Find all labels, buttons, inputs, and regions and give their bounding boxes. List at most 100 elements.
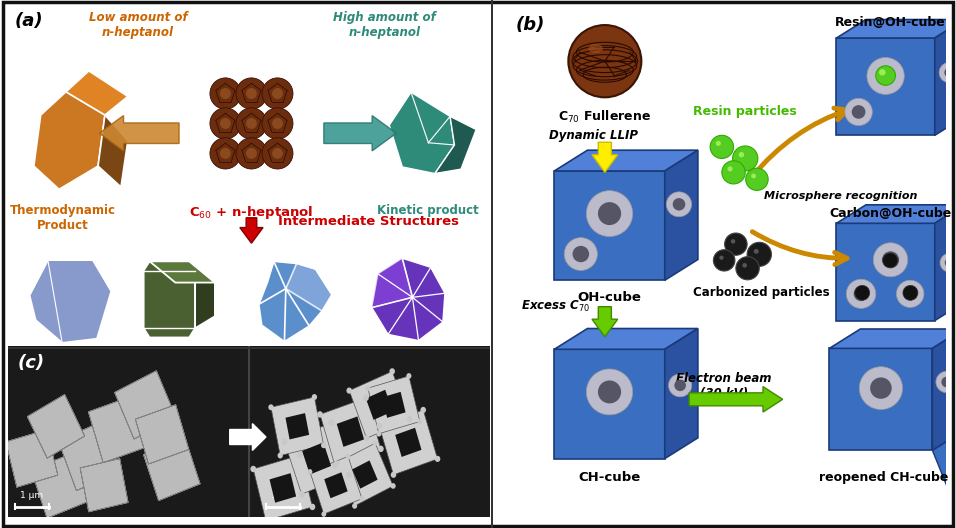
Circle shape: [728, 166, 732, 172]
Polygon shape: [352, 460, 378, 488]
Circle shape: [321, 512, 326, 517]
Polygon shape: [836, 223, 935, 320]
Polygon shape: [271, 397, 324, 456]
Circle shape: [668, 374, 692, 397]
Circle shape: [272, 88, 283, 99]
Circle shape: [312, 394, 317, 400]
Circle shape: [569, 25, 641, 97]
Text: Electron beam
(30 kV): Electron beam (30 kV): [677, 372, 771, 400]
Circle shape: [335, 460, 339, 466]
Circle shape: [732, 146, 758, 171]
Circle shape: [874, 243, 907, 277]
Circle shape: [736, 257, 759, 280]
Circle shape: [210, 108, 241, 139]
FancyArrow shape: [240, 218, 263, 243]
Polygon shape: [836, 205, 956, 223]
Circle shape: [297, 452, 303, 458]
Polygon shape: [6, 430, 57, 487]
Polygon shape: [259, 261, 332, 342]
Circle shape: [903, 287, 917, 300]
Polygon shape: [935, 20, 956, 135]
Circle shape: [262, 108, 293, 139]
Circle shape: [272, 148, 283, 159]
Text: Carbon@OH-cube: Carbon@OH-cube: [829, 207, 951, 220]
Circle shape: [236, 138, 267, 169]
Circle shape: [666, 192, 691, 217]
Circle shape: [262, 78, 293, 109]
Polygon shape: [836, 20, 956, 38]
Polygon shape: [286, 413, 309, 439]
Polygon shape: [136, 404, 189, 464]
Circle shape: [321, 442, 326, 448]
Polygon shape: [143, 261, 195, 337]
Text: Low amount of
n-heptanol: Low amount of n-heptanol: [89, 11, 187, 39]
Polygon shape: [435, 116, 476, 174]
Text: (a): (a): [15, 13, 44, 31]
Circle shape: [406, 373, 411, 379]
Polygon shape: [115, 371, 176, 439]
Polygon shape: [664, 328, 698, 459]
Circle shape: [298, 491, 305, 497]
Polygon shape: [31, 452, 91, 518]
Polygon shape: [389, 92, 454, 174]
Polygon shape: [349, 371, 409, 438]
Circle shape: [308, 469, 313, 475]
Circle shape: [710, 135, 733, 158]
Circle shape: [210, 138, 241, 169]
Circle shape: [418, 419, 423, 425]
Circle shape: [246, 88, 257, 99]
Circle shape: [277, 452, 283, 458]
Text: Thermodynamic
Product: Thermodynamic Product: [11, 204, 117, 232]
Circle shape: [391, 472, 396, 478]
Text: High amount of
n-heptanol: High amount of n-heptanol: [333, 11, 436, 39]
Polygon shape: [27, 394, 85, 458]
Polygon shape: [380, 410, 438, 475]
Polygon shape: [337, 417, 364, 447]
Circle shape: [936, 371, 956, 393]
Circle shape: [389, 368, 395, 374]
Polygon shape: [98, 115, 128, 187]
Polygon shape: [80, 458, 128, 512]
Text: C$_{70}$ Fullerene: C$_{70}$ Fullerene: [558, 109, 651, 125]
Polygon shape: [58, 421, 121, 491]
Circle shape: [673, 198, 685, 211]
Circle shape: [859, 367, 902, 410]
Polygon shape: [830, 329, 956, 348]
Text: CH-cube: CH-cube: [578, 471, 641, 484]
Circle shape: [753, 249, 759, 254]
Circle shape: [867, 58, 904, 95]
Polygon shape: [149, 261, 215, 282]
Text: Excess C$_{70}$: Excess C$_{70}$: [521, 299, 590, 314]
Circle shape: [317, 411, 323, 418]
Polygon shape: [366, 390, 393, 420]
Circle shape: [877, 67, 895, 85]
Circle shape: [854, 287, 868, 301]
Circle shape: [942, 376, 952, 388]
Circle shape: [725, 233, 747, 255]
Circle shape: [897, 280, 923, 307]
Circle shape: [586, 191, 633, 237]
Text: (c): (c): [17, 354, 44, 372]
Circle shape: [377, 423, 382, 429]
Text: reopened CH-cube: reopened CH-cube: [818, 471, 948, 484]
Polygon shape: [33, 92, 105, 190]
Circle shape: [882, 251, 900, 268]
Text: Carbonized particles: Carbonized particles: [693, 286, 830, 299]
Circle shape: [246, 118, 257, 129]
Polygon shape: [372, 258, 412, 308]
Circle shape: [713, 250, 735, 271]
Circle shape: [346, 454, 351, 459]
Polygon shape: [143, 438, 200, 501]
Circle shape: [945, 68, 955, 78]
Circle shape: [882, 253, 898, 268]
Circle shape: [564, 238, 598, 270]
Polygon shape: [372, 258, 445, 341]
Polygon shape: [195, 270, 215, 328]
Circle shape: [751, 174, 756, 178]
Circle shape: [378, 446, 383, 452]
Circle shape: [269, 404, 273, 410]
Circle shape: [940, 253, 956, 272]
Circle shape: [364, 435, 369, 441]
Text: 1 μm: 1 μm: [20, 491, 43, 501]
Ellipse shape: [589, 44, 603, 53]
